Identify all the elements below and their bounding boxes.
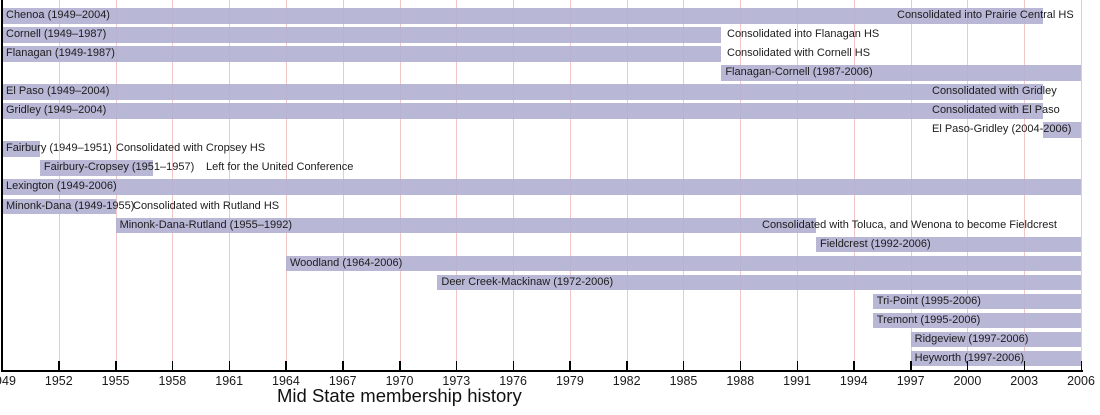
bar-note: Consolidated into Prairie Central HS — [897, 9, 1074, 21]
x-tick-label: 1997 — [896, 374, 925, 388]
timeline-bar — [2, 8, 1044, 24]
x-tick — [796, 361, 799, 371]
x-tick — [569, 361, 571, 371]
timeline-bar — [910, 350, 1081, 367]
x-tick-label: 1994 — [839, 374, 868, 388]
x-tick — [171, 361, 174, 371]
bar-label: Fairbury-Cropsey (1951–1957) — [43, 161, 195, 174]
bar-note: Consolidated with Gridley — [932, 85, 1057, 98]
timeline-bar — [2, 27, 722, 43]
bar-label: Minonk-Dana (1949-1955) — [6, 199, 135, 212]
x-tick-label: 1979 — [555, 374, 584, 388]
timeline-bar — [285, 255, 1081, 272]
x-tick — [455, 361, 458, 371]
x-tick-label: 1964 — [272, 374, 300, 388]
timeline-bar — [910, 331, 1081, 348]
bar-note: Left for the United Conference — [206, 161, 354, 174]
x-tick-label: 1988 — [726, 374, 755, 388]
x-tick-label: 1967 — [328, 374, 357, 388]
bar-label: Ridgeview (1997-2006) — [914, 332, 1029, 345]
y-axis-line — [1, 0, 3, 372]
bar-label: Chenoa (1949–2004) — [6, 9, 110, 21]
timeline-bar — [2, 103, 1044, 119]
bar-label: Lexington (1949-2006) — [6, 180, 117, 193]
timeline-bar — [2, 198, 116, 214]
x-tick — [910, 361, 912, 371]
x-tick-label: 1958 — [158, 374, 187, 388]
x-axis-line — [1, 370, 1083, 372]
bar-note: Consolidated into Flanagan HS — [727, 28, 880, 41]
x-tick — [1080, 361, 1082, 371]
x-tick — [1023, 361, 1026, 371]
x-tick — [1, 361, 3, 371]
x-tick-label: 2003 — [1010, 374, 1039, 388]
timeline-bar — [872, 293, 1081, 310]
bar-label: Woodland (1964-2006) — [289, 256, 403, 269]
x-tick-label: 1970 — [385, 374, 414, 388]
timeline-bar — [39, 160, 154, 176]
x-tick-label: 1961 — [215, 374, 244, 388]
timeline-bar — [2, 141, 40, 157]
bar-label: Heyworth (1997-2006) — [914, 351, 1025, 364]
bar-note: Consolidated with El Paso — [932, 104, 1060, 117]
bar-label: Fieldcrest (1992-2006) — [819, 237, 931, 250]
bar-label: Tri-Point (1995-2006) — [876, 294, 981, 307]
timeline-bar — [115, 217, 816, 234]
bar-label: El Paso-Gridley (2004-2006) — [932, 123, 1072, 136]
x-tick-label: 2000 — [953, 374, 982, 388]
timeline-bar — [2, 46, 722, 62]
bar-label: Flanagan-Cornell (1987-2006) — [725, 66, 873, 79]
bar-note: Consolidated with Toluca, and Wenona to … — [762, 218, 1057, 231]
bar-note: Consolidated with Cornell HS — [727, 47, 871, 60]
x-tick — [966, 361, 969, 371]
x-tick-label: 1973 — [442, 374, 471, 388]
x-tick — [626, 361, 628, 371]
bar-label: Tremont (1995-2006) — [876, 313, 981, 326]
x-tick-label: 1982 — [612, 374, 641, 388]
bar-label: Minonk-Dana-Rutland (1955–1992) — [119, 218, 293, 231]
bar-label: Cornell (1949–1987) — [6, 28, 107, 41]
bar-note: Consolidated with Rutland HS — [133, 199, 280, 212]
bar-label: Fairbury (1949–1951) — [6, 142, 112, 155]
x-tick — [115, 361, 117, 371]
timeline-bar — [815, 236, 1081, 253]
x-tick-label: 1976 — [499, 374, 527, 388]
timeline-bar — [2, 84, 1044, 100]
bar-label: Gridley (1949–2004) — [6, 104, 107, 117]
bar-label: El Paso (1949–2004) — [6, 85, 110, 98]
x-tick-label: 1985 — [669, 374, 698, 388]
x-tick — [285, 361, 287, 371]
timeline-bar — [872, 312, 1081, 329]
timeline-bar — [437, 274, 1081, 291]
x-tick-label: 1952 — [44, 374, 73, 388]
x-tick — [739, 361, 742, 371]
x-tick-label: 1991 — [783, 374, 811, 388]
bar-label: Deer Creek-Mackinaw (1972-2006) — [441, 275, 614, 288]
x-tick — [58, 361, 60, 371]
x-tick-label: 1949 — [0, 374, 16, 388]
bar-note: Consolidated with Cropsey HS — [116, 142, 266, 155]
gridline — [1081, 0, 1082, 370]
timeline-bar — [721, 65, 1081, 81]
bar-label: Flanagan (1949-1987) — [6, 47, 115, 60]
x-tick — [228, 361, 231, 371]
x-tick-label: 1955 — [101, 374, 130, 388]
timeline-bar — [1043, 122, 1081, 138]
x-tick — [512, 361, 515, 371]
x-tick — [399, 361, 401, 371]
x-tick — [853, 361, 855, 371]
x-tick-label: 2006 — [1067, 374, 1095, 388]
chart-title: Mid State membership history — [277, 385, 522, 406]
timeline-bar — [2, 179, 1081, 195]
x-tick — [342, 361, 344, 371]
x-tick — [682, 361, 685, 371]
